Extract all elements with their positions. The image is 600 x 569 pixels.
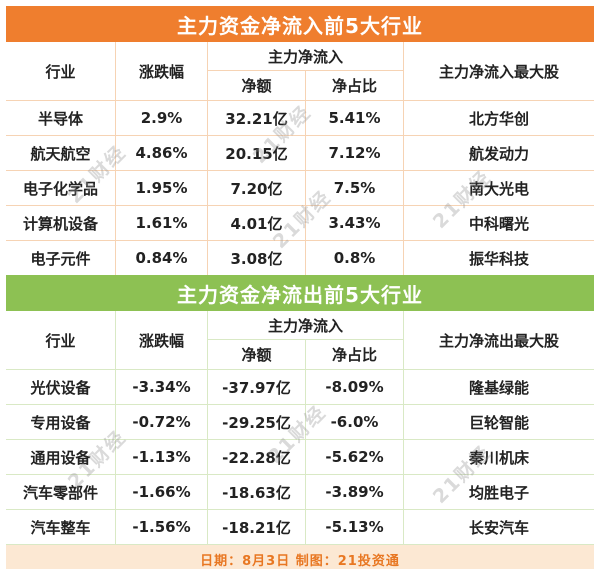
net-amount-cell: -22.28亿 xyxy=(208,440,306,474)
inflow-table-header: 行业 涨跌幅 主力净流入 净额 净占比 主力净流入最大股 xyxy=(6,42,594,101)
industry-cell: 电子化学品 xyxy=(6,171,116,205)
top-stock-cell: 秦川机床 xyxy=(468,448,529,467)
net-ratio-cell: -5.62% xyxy=(306,440,404,474)
table-row: 半导体 2.9% 32.21亿 5.41% 北方华创 xyxy=(6,101,594,136)
col-header-industry: 行业 xyxy=(6,42,116,100)
col-header-change: 涨跌幅 xyxy=(116,311,208,369)
col-header-net-ratio: 净占比 xyxy=(306,340,404,369)
inflow-table: 行业 涨跌幅 主力净流入 净额 净占比 主力净流入最大股 半导体 2.9% 32… xyxy=(6,42,594,275)
industry-cell: 汽车整车 xyxy=(6,510,116,544)
net-amount-cell: -37.97亿 xyxy=(208,370,306,404)
top-stock-cell: 北方华创 xyxy=(468,109,529,128)
net-ratio-cell: -3.89% xyxy=(306,475,404,509)
top-stock-cell: 中科曙光 xyxy=(468,214,529,233)
change-cell: -1.13% xyxy=(116,440,208,474)
change-cell: -1.66% xyxy=(116,475,208,509)
col-header-net-ratio: 净占比 xyxy=(306,71,404,100)
industry-cell: 光伏设备 xyxy=(6,370,116,404)
top-stock-cell: 巨轮智能 xyxy=(468,413,529,432)
industry-cell: 电子元件 xyxy=(6,241,116,275)
top-stock-cell: 隆基绿能 xyxy=(468,378,529,397)
top-stock-cell: 均胜电子 xyxy=(468,483,529,502)
change-cell: 0.84% xyxy=(116,241,208,275)
inflow-title-bar: 主力资金净流入前5大行业 xyxy=(6,6,594,42)
change-cell: 4.86% xyxy=(116,136,208,170)
industry-cell: 专用设备 xyxy=(6,405,116,439)
table-row: 光伏设备 -3.34% -37.97亿 -8.09% 隆基绿能 xyxy=(6,370,594,405)
industry-cell: 半导体 xyxy=(6,101,116,135)
col-header-net-amount: 净额 xyxy=(208,340,306,369)
table-row: 电子元件 0.84% 3.08亿 0.8% 振华科技 xyxy=(6,241,594,275)
table-row: 计算机设备 1.61% 4.01亿 3.43% 中科曙光 xyxy=(6,206,594,241)
table-row: 汽车零部件 -1.66% -18.63亿 -3.89% 均胜电子 xyxy=(6,475,594,510)
outflow-title-bar: 主力资金净流出前5大行业 xyxy=(6,275,594,311)
change-cell: -0.72% xyxy=(116,405,208,439)
industry-cell: 汽车零部件 xyxy=(6,475,116,509)
col-header-industry: 行业 xyxy=(6,311,116,369)
net-ratio-cell: 5.41% xyxy=(306,101,404,135)
net-ratio-cell: -5.13% xyxy=(306,510,404,544)
top-stock-cell: 长安汽车 xyxy=(468,518,529,537)
net-amount-cell: 3.08亿 xyxy=(208,241,306,275)
inflow-title: 主力资金净流入前5大行业 xyxy=(177,13,423,38)
top-stock-cell: 航发动力 xyxy=(468,144,529,163)
top-stock-cell: 南大光电 xyxy=(468,179,529,198)
col-header-top-stock: 主力净流出最大股 xyxy=(438,331,559,350)
industry-cell: 计算机设备 xyxy=(6,206,116,240)
table-row: 通用设备 -1.13% -22.28亿 -5.62% 秦川机床 xyxy=(6,440,594,475)
table-row: 专用设备 -0.72% -29.25亿 -6.0% 巨轮智能 xyxy=(6,405,594,440)
footer-bar: 日期：8月3日 制图：21投资通 xyxy=(6,545,594,569)
net-ratio-cell: 3.43% xyxy=(306,206,404,240)
outflow-table-header: 行业 涨跌幅 主力净流入 净额 净占比 主力净流出最大股 xyxy=(6,311,594,370)
net-ratio-cell: -8.09% xyxy=(306,370,404,404)
net-amount-cell: -29.25亿 xyxy=(208,405,306,439)
change-cell: 2.9% xyxy=(116,101,208,135)
col-header-net-amount: 净额 xyxy=(208,71,306,100)
net-amount-cell: -18.63亿 xyxy=(208,475,306,509)
net-ratio-cell: 7.12% xyxy=(306,136,404,170)
table-row: 汽车整车 -1.56% -18.21亿 -5.13% 长安汽车 xyxy=(6,510,594,545)
footer-caption: 日期：8月3日 制图：21投资通 xyxy=(200,553,400,569)
net-ratio-cell: -6.0% xyxy=(306,405,404,439)
table-row: 电子化学品 1.95% 7.20亿 7.5% 南大光电 xyxy=(6,171,594,206)
net-amount-cell: -18.21亿 xyxy=(208,510,306,544)
outflow-table: 行业 涨跌幅 主力净流入 净额 净占比 主力净流出最大股 光伏设备 -3.34%… xyxy=(6,311,594,545)
change-cell: -3.34% xyxy=(116,370,208,404)
industry-cell: 通用设备 xyxy=(6,440,116,474)
industry-cell: 航天航空 xyxy=(6,136,116,170)
outflow-title: 主力资金净流出前5大行业 xyxy=(177,282,423,307)
change-cell: -1.56% xyxy=(116,510,208,544)
change-cell: 1.95% xyxy=(116,171,208,205)
col-header-change: 涨跌幅 xyxy=(116,42,208,100)
net-amount-cell: 7.20亿 xyxy=(208,171,306,205)
net-amount-cell: 20.15亿 xyxy=(208,136,306,170)
col-header-netflow-group: 主力净流入 xyxy=(208,42,404,71)
col-header-top-stock: 主力净流入最大股 xyxy=(438,62,559,81)
net-ratio-cell: 7.5% xyxy=(306,171,404,205)
net-amount-cell: 32.21亿 xyxy=(208,101,306,135)
top-stock-cell: 振华科技 xyxy=(468,249,529,268)
table-row: 航天航空 4.86% 20.15亿 7.12% 航发动力 xyxy=(6,136,594,171)
net-ratio-cell: 0.8% xyxy=(306,241,404,275)
change-cell: 1.61% xyxy=(116,206,208,240)
col-header-netflow-group: 主力净流入 xyxy=(208,311,404,340)
net-amount-cell: 4.01亿 xyxy=(208,206,306,240)
